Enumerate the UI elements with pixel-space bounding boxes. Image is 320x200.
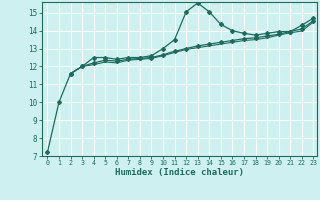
X-axis label: Humidex (Indice chaleur): Humidex (Indice chaleur) — [115, 168, 244, 177]
